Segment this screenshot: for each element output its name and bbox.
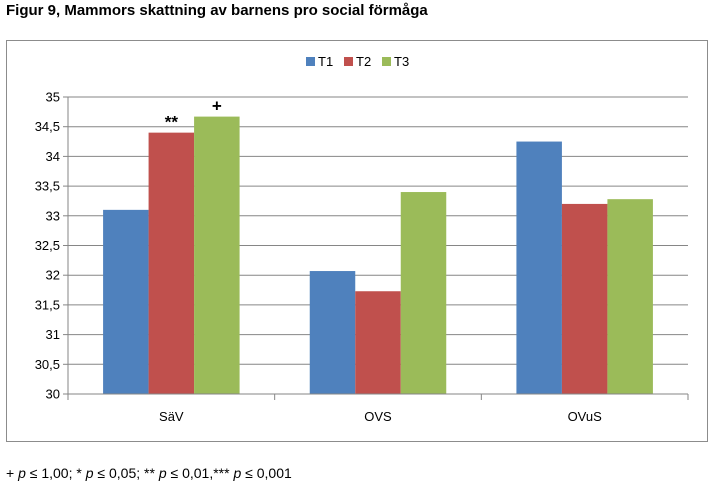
footnote-condition-4: ≤ 0,001 [245, 465, 292, 481]
x-category-labels: SäV OVS OVuS [159, 409, 602, 424]
legend-swatch-t2 [344, 57, 353, 66]
bar-t1 [309, 271, 356, 394]
y-tick-label: 33,5 [35, 179, 60, 194]
legend-swatch-t1 [306, 57, 315, 66]
footnote-p: p [85, 465, 94, 481]
bar-t2 [148, 132, 195, 394]
y-tick-label: 31,5 [35, 297, 60, 312]
y-tick-label: 31 [46, 327, 60, 342]
y-tick-label: 34,5 [35, 119, 60, 134]
bars [103, 116, 653, 395]
legend-label-t1: T1 [318, 54, 333, 69]
significance-footnote: + p ≤ 1,00; * p ≤ 0,05; ** p ≤ 0,01,*** … [6, 465, 292, 481]
footnote-p: p [233, 465, 242, 481]
axes [63, 96, 689, 400]
footnote-symbol-3star: *** [213, 465, 230, 481]
y-tick-label: 35 [46, 90, 60, 105]
footnote-p: p [158, 465, 167, 481]
y-tick-label: 30,5 [35, 357, 60, 372]
x-category-label: OVuS [568, 409, 603, 424]
bar-t2 [355, 291, 401, 394]
bar-t2 [561, 203, 608, 394]
significance-marker: ** [165, 113, 179, 132]
y-tick-label: 34 [46, 149, 60, 164]
legend-label-t2: T2 [356, 54, 371, 69]
bar-t1 [516, 141, 562, 394]
footnote-p: p [18, 465, 26, 481]
footnote-symbol-2star: ** [144, 465, 155, 481]
legend-label-t3: T3 [394, 54, 409, 69]
y-tick-label: 32,5 [35, 238, 60, 253]
bar-t1 [103, 209, 149, 394]
bar-t3 [607, 199, 653, 394]
chart-title: Figur 9, Mammors skattning av barnens pr… [6, 2, 428, 19]
y-tick-label: 32 [46, 268, 60, 283]
bar-t3 [400, 192, 447, 394]
y-tick-label: 30 [46, 387, 60, 402]
legend-swatch-t3 [382, 57, 391, 66]
legend: T1 T2 T3 [306, 54, 409, 69]
annotations: ** + [165, 97, 222, 132]
footnote-condition-3: ≤ 0,01, [170, 465, 214, 481]
significance-marker: + [212, 97, 222, 116]
footnote-condition-2: ≤ 0,05; [97, 465, 141, 481]
y-tick-label: 33 [46, 208, 60, 223]
x-category-label: OVS [364, 409, 392, 424]
x-category-label: SäV [159, 409, 184, 424]
footnote-condition-1: ≤ 1,00; [29, 465, 73, 481]
footnote-symbol-star: * [76, 465, 82, 481]
footnote-symbol-plus: + [6, 465, 15, 481]
bar-t3 [194, 116, 240, 395]
y-tick-labels: 30 30,5 31 31,5 32 32,5 33 33,5 34 34,5 35 [35, 90, 60, 402]
